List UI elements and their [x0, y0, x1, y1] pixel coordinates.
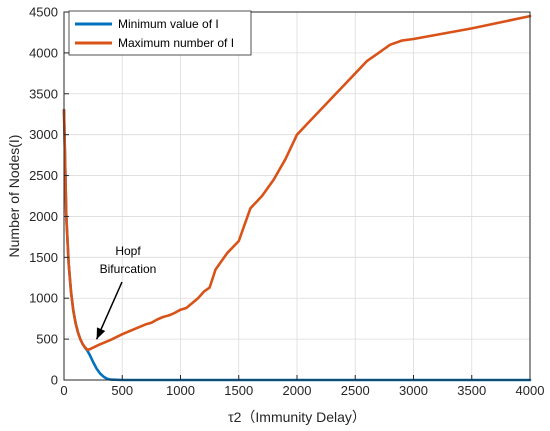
legend-label-min: Minimum value of I	[118, 17, 219, 31]
y-axis-title: Number of Nodes(I)	[6, 135, 22, 258]
x-tick-label: 3500	[457, 383, 486, 398]
y-tick-label: 2500	[29, 168, 58, 183]
grid	[63, 11, 531, 381]
x-tick-label: 1000	[166, 383, 195, 398]
ticks: 0 500 1000 1500 2000 2500 3000 3500 4000 0 500 1000…	[29, 5, 544, 399]
y-tick-label: 3000	[29, 127, 58, 142]
y-tick-label: 4500	[29, 5, 58, 20]
series-line-maximum	[62, 14, 532, 351]
legend-label-max: Maximum number of I	[118, 36, 234, 50]
x-tick-label: 2000	[283, 383, 312, 398]
x-tick-label: 0	[60, 383, 67, 398]
legend-box	[68, 10, 252, 56]
x-axis-title: τ2（Immunity Delay）	[228, 409, 366, 425]
y-tick-label: 2000	[29, 209, 58, 224]
y-tick-label: 0	[51, 373, 58, 388]
x-tick-label: 4000	[516, 383, 545, 398]
annotation: Hopf Bifurcation	[95, 244, 157, 340]
annotation-line-2: Bifurcation	[100, 262, 157, 276]
y-tick-label: 1000	[29, 291, 58, 306]
y-tick-label: 1500	[29, 250, 58, 265]
y-tick-label: 4000	[29, 45, 58, 60]
annotation-arrowhead	[96, 327, 106, 340]
x-tick-label: 2500	[341, 383, 370, 398]
x-tick-label: 1500	[224, 383, 253, 398]
y-tick-label: 3500	[29, 86, 58, 101]
annotation-line-1: Hopf	[115, 244, 141, 258]
legend: Minimum value of I Maximum number of I	[68, 10, 252, 56]
x-tick-label: 500	[111, 383, 133, 398]
y-tick-label: 500	[36, 332, 58, 347]
x-tick-label: 3000	[399, 383, 428, 398]
